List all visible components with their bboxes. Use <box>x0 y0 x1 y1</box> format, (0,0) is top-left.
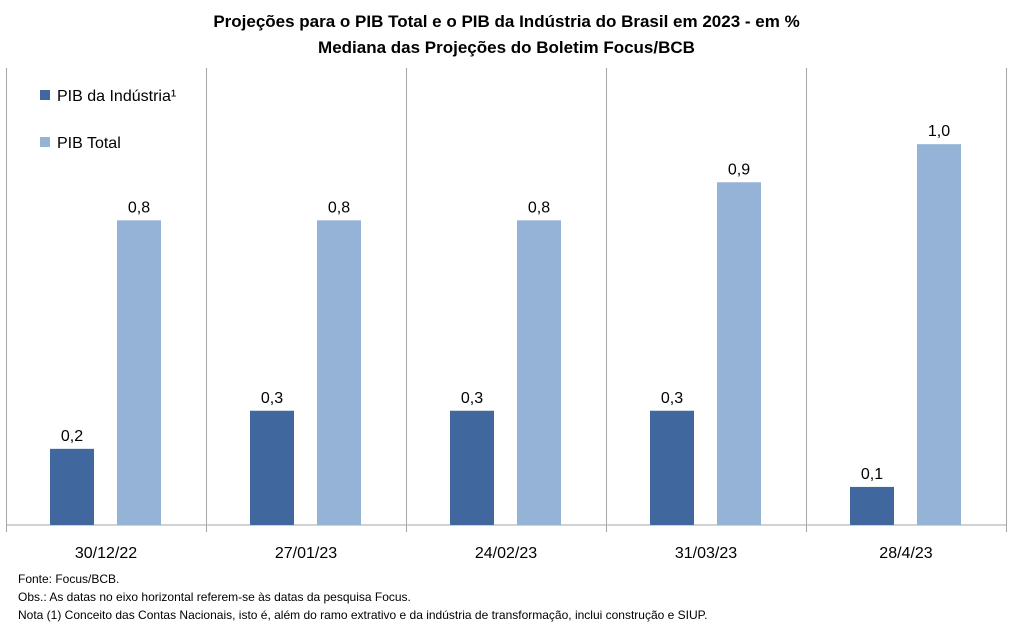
bar-total <box>917 144 961 525</box>
data-label-industria: 0,3 <box>461 390 483 407</box>
bar-industria <box>650 410 694 525</box>
x-tick-label: 30/12/22 <box>75 545 137 562</box>
data-label-total: 0,8 <box>128 199 150 216</box>
data-label-industria: 0,2 <box>61 428 83 445</box>
data-label-industria: 0,3 <box>261 390 283 407</box>
bar-total <box>317 220 361 526</box>
x-tick-label: 31/03/23 <box>675 545 737 562</box>
bar-industria <box>50 448 94 525</box>
legend-label-industria: PIB da Indústria¹ <box>57 88 177 105</box>
legend-item-industria: PIB da Indústria¹ <box>40 88 176 106</box>
x-tick-label: 27/01/23 <box>275 545 337 562</box>
data-label-total: 0,8 <box>328 199 350 216</box>
footnote: Nota (1) Conceito das Contas Nacionais, … <box>18 608 708 622</box>
x-tick-label: 28/4/23 <box>879 545 932 562</box>
bar-total <box>117 220 161 526</box>
source-note: Fonte: Focus/BCB. <box>18 572 120 586</box>
chart-subtitle: Mediana das Projeções do Boletim Focus/B… <box>318 38 695 57</box>
x-tick-label: 24/02/23 <box>475 545 537 562</box>
data-label-industria: 0,1 <box>861 466 883 483</box>
legend-swatch-total <box>40 137 50 147</box>
bar-industria <box>450 410 494 525</box>
bar-industria <box>250 410 294 525</box>
bar-total <box>517 220 561 526</box>
chart-notes: Fonte: Focus/BCB. Obs.: As datas no eixo… <box>18 570 707 624</box>
legend-item-total: PIB Total <box>40 135 121 153</box>
bar-industria <box>850 486 894 525</box>
legend-label-total: PIB Total <box>57 135 121 152</box>
data-label-industria: 0,3 <box>661 390 683 407</box>
obs-note: Obs.: As datas no eixo horizontal refere… <box>18 590 411 604</box>
chart-title: Projeções para o PIB Total e o PIB da In… <box>213 12 800 31</box>
data-label-total: 1,0 <box>928 123 950 140</box>
legend-swatch-industria <box>40 90 50 100</box>
data-label-total: 0,9 <box>728 161 750 178</box>
data-label-total: 0,8 <box>528 199 550 216</box>
bar-total <box>717 182 761 525</box>
